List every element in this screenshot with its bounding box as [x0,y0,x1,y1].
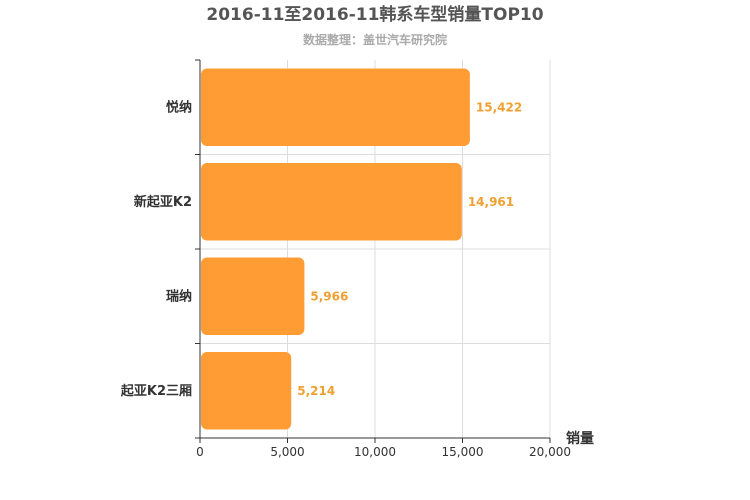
category-label: 悦纳 [166,99,192,115]
category-label: 瑞纳 [166,288,192,304]
chart-subtitle: 数据整理：盖世汽车研究院 [303,32,447,47]
bars-group: 15,422 14,961 5,966 5,214 [201,68,522,430]
bar[interactable] [201,352,292,430]
bar[interactable] [201,163,462,241]
bar[interactable] [201,257,305,335]
category-label: 起亚K2三厢 [120,383,192,399]
x-tick-label: 10,000 [354,445,396,459]
data-label: 14,961 [468,195,514,209]
x-tick-label: 20,000 [529,445,571,459]
category-label: 新起亚K2 [134,194,192,210]
chart-title: 2016-11至2016-11韩系车型销量TOP10 [206,4,543,25]
x-tick-label: 0 [196,445,204,459]
data-label: 5,214 [297,384,335,398]
bar[interactable] [201,68,470,146]
x-axis-title: 销量 [566,430,594,447]
data-label: 5,966 [310,289,348,303]
data-label: 15,422 [476,100,522,114]
x-tick-label: 5,000 [270,445,304,459]
x-tick-label: 15,000 [442,445,484,459]
